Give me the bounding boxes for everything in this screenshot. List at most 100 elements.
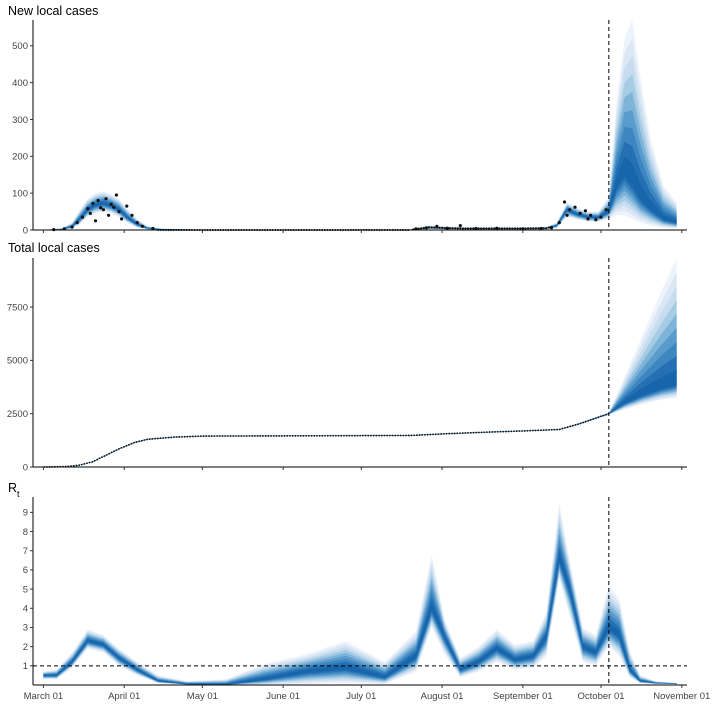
observed-point bbox=[467, 227, 470, 230]
observed-point bbox=[562, 200, 567, 204]
observed-point bbox=[583, 209, 588, 213]
observed-point bbox=[547, 226, 551, 229]
observed-point bbox=[545, 227, 548, 230]
observed-point bbox=[114, 193, 118, 197]
x-tick-label: July 01 bbox=[346, 691, 376, 702]
panel-2: Total local cases 0 2500 5000 7500 bbox=[7, 241, 687, 473]
observed-point bbox=[521, 227, 524, 230]
x-tick-label: November 01 bbox=[653, 691, 710, 702]
observed-point bbox=[425, 226, 428, 229]
y-tick-label: 6 bbox=[23, 565, 28, 576]
observed-point bbox=[422, 227, 425, 230]
observed-point bbox=[508, 227, 511, 230]
observed-point bbox=[589, 213, 593, 217]
interval-band-6 bbox=[43, 327, 677, 467]
observed-point bbox=[540, 227, 543, 230]
observed-point bbox=[86, 207, 90, 211]
observed-point bbox=[456, 227, 459, 230]
observed-point bbox=[451, 227, 454, 230]
observed-point bbox=[420, 227, 423, 230]
observed-point bbox=[135, 221, 139, 225]
observed-point bbox=[427, 226, 431, 229]
panel-title: Total local cases bbox=[8, 241, 100, 255]
observed-point bbox=[99, 206, 103, 210]
observed-point bbox=[506, 227, 509, 230]
interval-band-4 bbox=[43, 74, 677, 230]
panel-1: New local cases 0 100 200 300 400 500 bbox=[8, 4, 687, 236]
observed-point bbox=[107, 213, 111, 217]
observed-point bbox=[594, 218, 598, 222]
observed-point bbox=[130, 213, 134, 217]
interval-band-3 bbox=[43, 56, 677, 230]
observed-point bbox=[109, 202, 113, 206]
y-tick-label: 7500 bbox=[7, 302, 28, 313]
interval-band-3 bbox=[43, 286, 677, 467]
observed-point bbox=[586, 217, 590, 221]
x-tick-label: April 01 bbox=[108, 691, 140, 702]
y-tick-label: 200 bbox=[12, 152, 28, 163]
observed-point bbox=[438, 226, 441, 229]
observed-point bbox=[568, 208, 572, 212]
y-tick-label: 0 bbox=[23, 462, 28, 473]
observed-point bbox=[493, 227, 496, 230]
observed-point bbox=[117, 210, 121, 214]
observed-point bbox=[469, 227, 472, 230]
observed-point bbox=[578, 211, 582, 215]
panel-3: Rt 1 2 3 4 5 6 7 8 9 March 01 April 01 May 01 June 01… bbox=[8, 481, 710, 702]
y-tick-label: 0 bbox=[23, 225, 28, 236]
observed-point bbox=[120, 217, 124, 221]
observed-point bbox=[516, 227, 519, 230]
observed-point bbox=[487, 227, 491, 230]
observed-point bbox=[495, 227, 498, 230]
observed-point bbox=[550, 225, 553, 228]
observed-cumulative bbox=[43, 412, 610, 468]
x-tick-label: August 01 bbox=[421, 691, 464, 702]
observed-point bbox=[446, 227, 449, 230]
y-tick-label: 100 bbox=[12, 188, 28, 199]
interval-band-2 bbox=[43, 38, 677, 230]
panel-title: New local cases bbox=[8, 4, 98, 18]
observed-point bbox=[532, 227, 535, 230]
observed-point bbox=[112, 205, 116, 209]
y-tick-label: 5000 bbox=[7, 356, 28, 367]
observed-point bbox=[472, 227, 475, 230]
observed-point bbox=[503, 227, 506, 230]
observed-point bbox=[151, 226, 155, 231]
observed-point bbox=[104, 197, 108, 201]
observed-point bbox=[480, 227, 483, 230]
observed-point bbox=[70, 225, 74, 229]
x-tick-label: June 01 bbox=[266, 691, 300, 702]
x-tick-label: May 01 bbox=[187, 691, 218, 702]
y-tick-label: 5 bbox=[23, 584, 28, 595]
y-tick-label: 7 bbox=[23, 546, 28, 557]
y-tick-label: 1 bbox=[23, 661, 28, 672]
observed-point bbox=[454, 227, 457, 230]
observed-point bbox=[498, 227, 501, 230]
y-tick-label: 2500 bbox=[7, 409, 28, 420]
observed-point bbox=[519, 227, 522, 230]
observed-point bbox=[477, 227, 480, 230]
observed-point bbox=[542, 227, 545, 230]
observed-point bbox=[88, 211, 92, 215]
interval-band-9 bbox=[43, 369, 677, 467]
observed-point bbox=[448, 227, 451, 230]
observed-point bbox=[140, 224, 144, 228]
observed-point bbox=[96, 198, 100, 203]
observed-point bbox=[433, 226, 436, 229]
interval-band-5 bbox=[43, 313, 677, 467]
y-tick-label: 3 bbox=[23, 623, 28, 634]
observed-point bbox=[80, 215, 85, 219]
x-tick-label: March 01 bbox=[24, 691, 64, 702]
y-tick-label: 4 bbox=[23, 604, 28, 615]
observed-point bbox=[513, 227, 517, 230]
observed-point bbox=[557, 221, 561, 225]
observed-point bbox=[537, 227, 540, 230]
interval-band-2 bbox=[43, 272, 677, 467]
y-tick-label: 2 bbox=[23, 642, 28, 653]
y-tick-label: 400 bbox=[12, 78, 28, 89]
interval-band-1 bbox=[43, 20, 677, 230]
observed-point bbox=[604, 208, 608, 212]
observed-point bbox=[430, 226, 433, 229]
observed-point bbox=[599, 215, 603, 219]
observed-point bbox=[91, 201, 95, 206]
